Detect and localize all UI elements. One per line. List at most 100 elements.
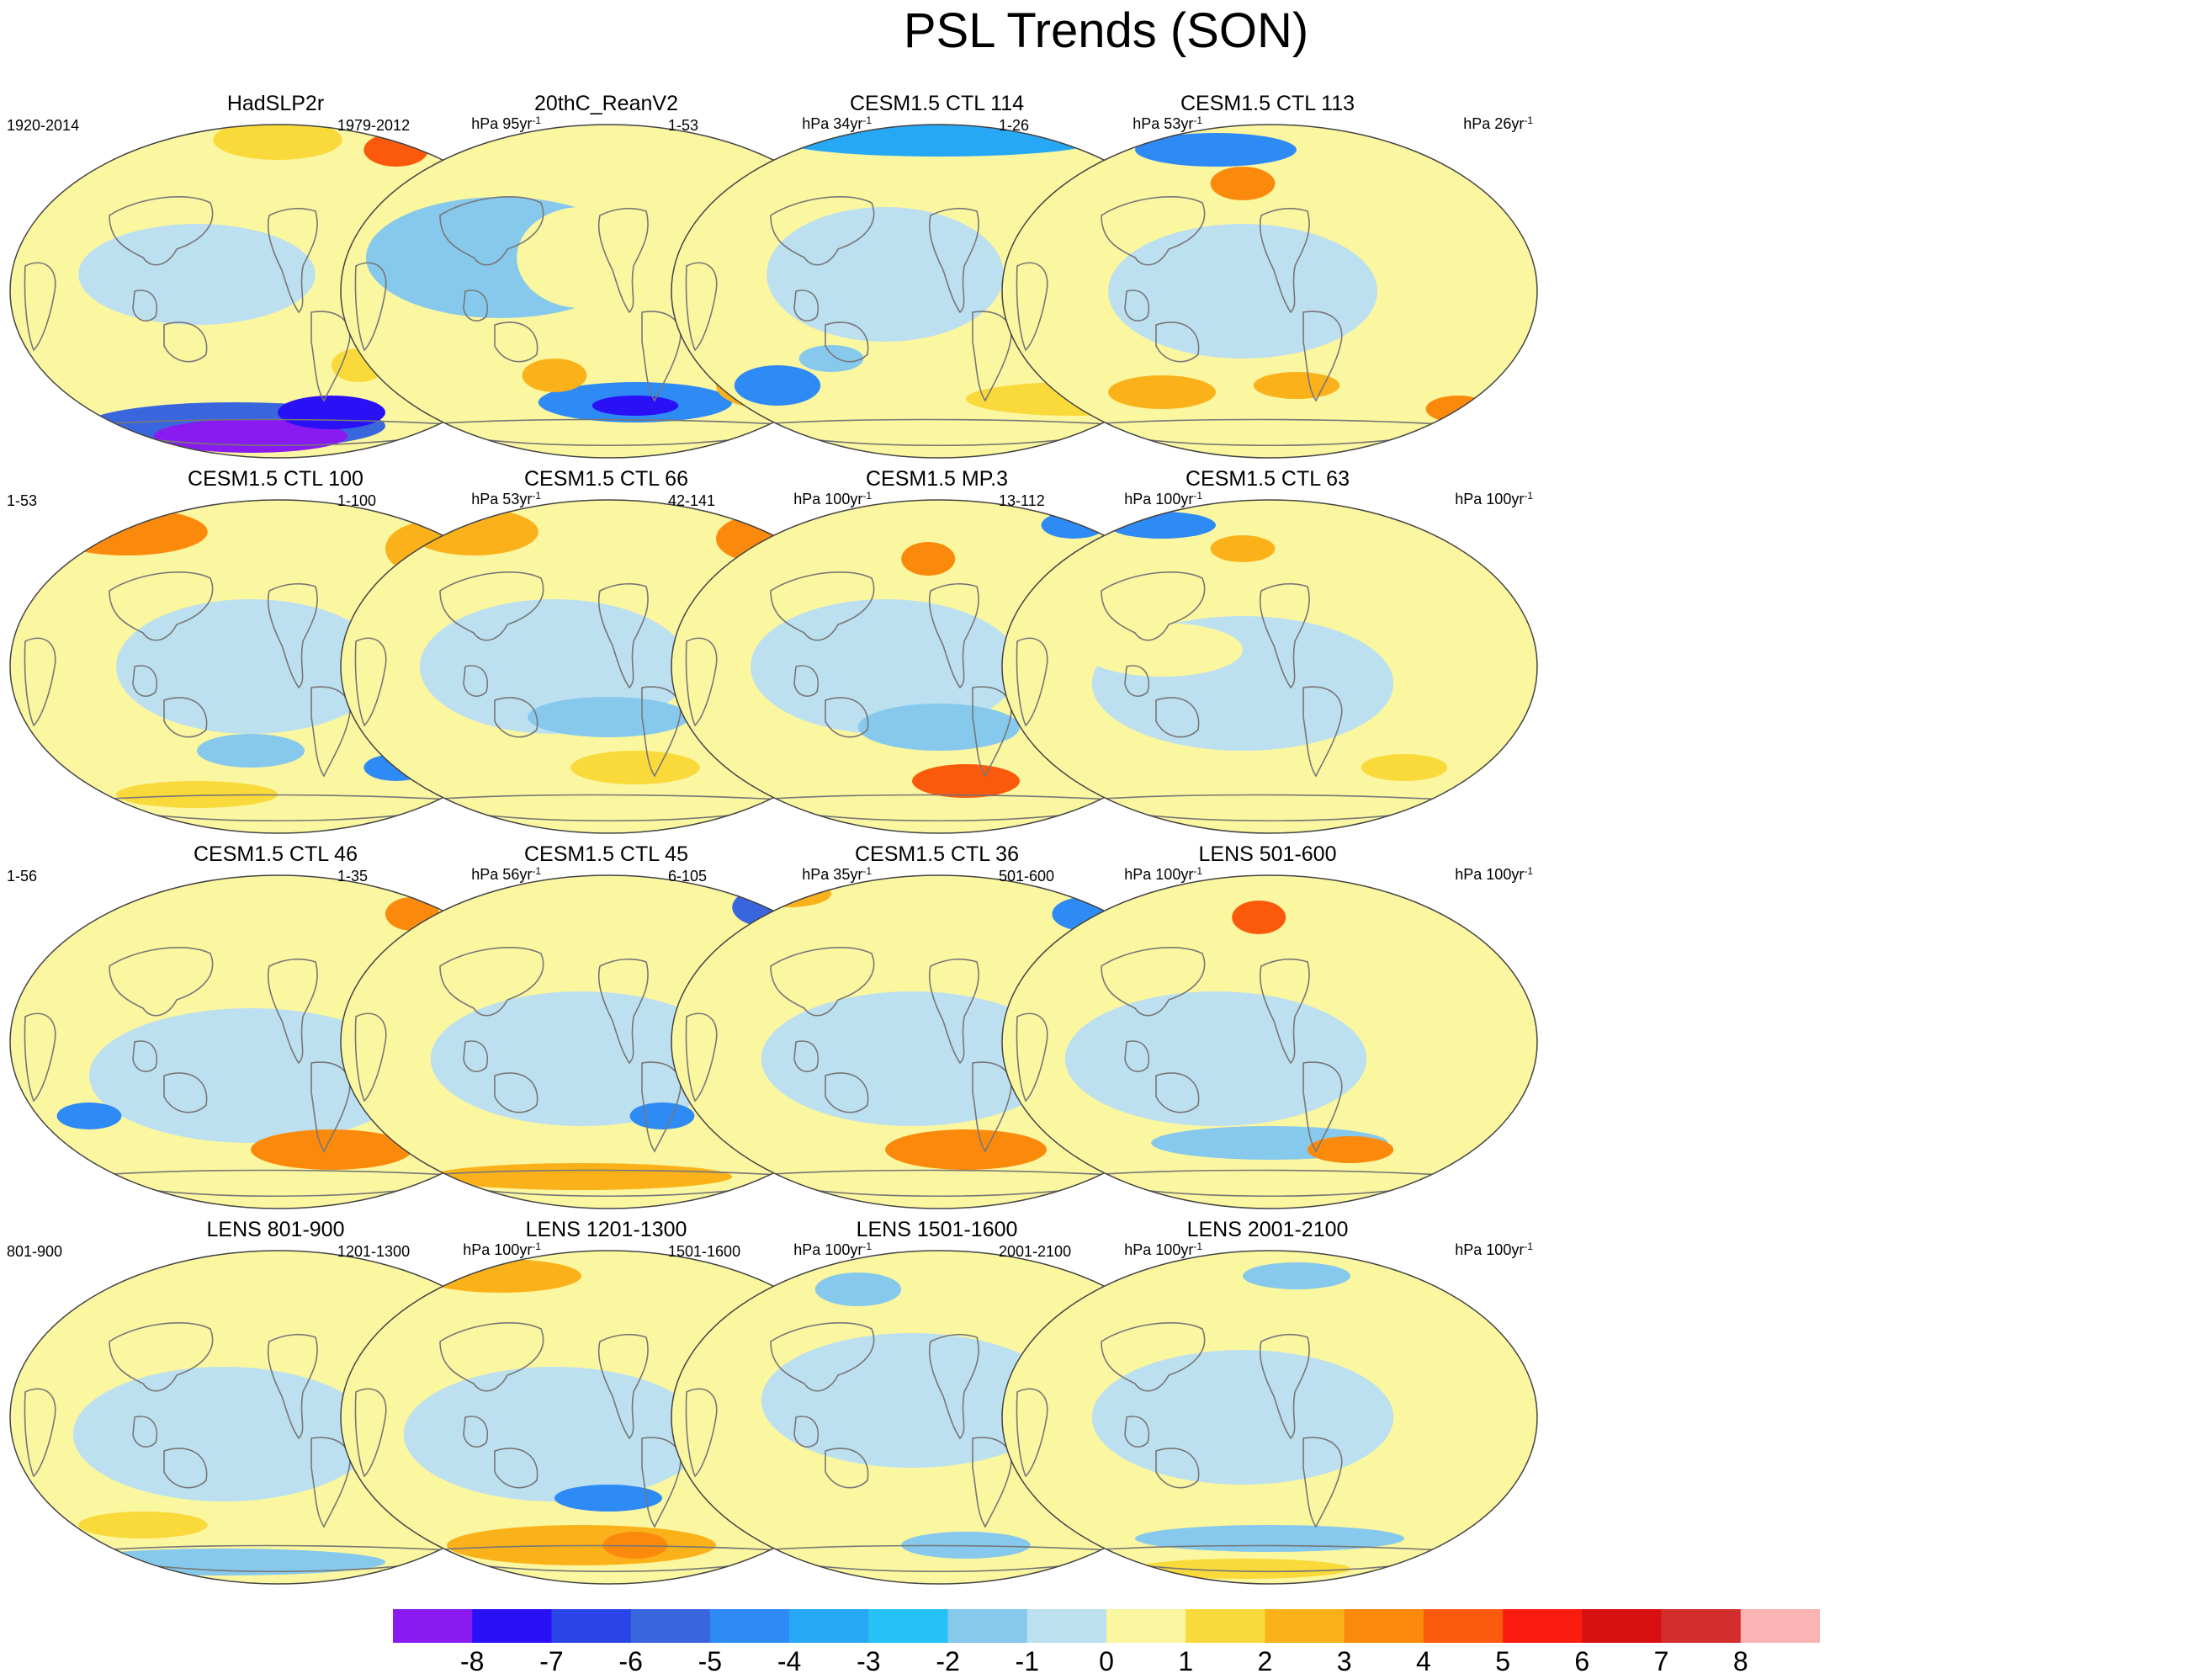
coastline [439,571,544,641]
colorbar-swatch [551,1609,632,1643]
units-text: hPa 35yr [802,866,863,883]
panel-title: LENS 2001-2100 [1186,1218,1349,1241]
units-text: hPa 100yr [793,1241,863,1258]
panel-units: hPa 100yr-1 [1124,490,1202,508]
anomaly-region [1135,133,1297,167]
units-exponent: -1 [1524,1241,1533,1252]
coastline [1155,321,1200,363]
anomaly-region [767,207,1004,342]
coastline [463,1416,488,1448]
coastline [1124,1416,1149,1448]
coastline [132,1040,157,1072]
units-exponent: -1 [1193,1241,1202,1252]
coastline [24,1012,56,1103]
colorbar-swatch [1344,1609,1424,1643]
coastline [928,1333,979,1440]
coastline [267,958,318,1065]
panel-units: hPa 100yr-1 [463,1241,541,1259]
anomaly-region [1210,535,1276,562]
anomaly-region [1108,512,1216,539]
coastline [597,1333,649,1440]
units-exponent: -1 [532,490,541,502]
coastline [825,321,869,363]
anomaly-region [798,345,864,372]
anomaly-region [761,991,1064,1126]
panel-period: 1201-1300 [337,1243,411,1260]
anomaly-region [554,1485,662,1512]
coastline [928,958,979,1065]
anomaly-region [1081,623,1243,677]
coastline [685,637,718,727]
coastline [132,665,157,697]
anomaly-region [430,1163,733,1190]
coastline [1016,262,1048,352]
coastline [163,697,208,738]
anomaly-region [885,1129,1047,1170]
colorbar-swatch [1661,1609,1742,1643]
panel-title: HadSLP2r [226,92,325,115]
coastline [310,311,351,402]
anomaly-region [912,764,1020,798]
coastline [1302,1061,1343,1153]
coastline [439,946,544,1017]
coastline [685,262,718,352]
coastline [641,311,682,402]
anomaly-region [570,751,700,784]
units-text: hPa 56yr [471,866,533,883]
coastline [310,1437,351,1528]
anomaly-region [858,704,1020,751]
trend-map [1001,124,1538,459]
colorbar-swatch [1582,1609,1663,1643]
coastline [163,321,208,363]
units-text: hPa 100yr [1124,491,1194,507]
coastline [770,1321,875,1392]
coastline [1259,958,1310,1065]
coastline [597,582,649,689]
units-exponent: -1 [1524,865,1533,877]
colorbar-label: 4 [1415,1646,1431,1676]
anomaly-region [78,1512,208,1538]
coastline [310,686,351,778]
anomaly-region [116,781,278,808]
coastline [972,311,1012,402]
coastline [439,195,544,266]
coastline [1101,1321,1206,1392]
coastline [24,637,56,727]
panel-title: CESM1.5 CTL 46 [194,842,358,866]
coastline [641,686,682,778]
coastline [641,1437,682,1528]
coastline [597,958,649,1065]
colorbar-labels: -8 -7 -6 -5 -4 -3 -2 -1 0 1 2 3 4 5 6 7 8 [393,1644,1820,1678]
anomaly-region [1108,375,1216,409]
panel-title: LENS 501-600 [1198,842,1337,866]
colorbar [393,1609,1820,1643]
map-border [1001,1250,1538,1585]
colorbar-swatch [1423,1609,1504,1643]
anomaly-region [1361,754,1448,781]
panel-period: 501-600 [999,868,1055,885]
panel-units: hPa 35yr-1 [802,865,872,884]
panel-title: CESM1.5 MP.3 [865,467,1009,491]
anomaly-region [409,508,538,555]
panel-period: 1979-2012 [337,117,411,134]
panel-units: hPa 26yr-1 [1463,114,1533,133]
anomaly-region [1135,1559,1350,1579]
panel-title: CESM1.5 CTL 66 [524,467,688,491]
coastline [1155,697,1200,738]
panel-period: 801-900 [7,1243,63,1260]
panel-period: 1-26 [999,117,1030,134]
colorbar-label: 8 [1732,1646,1748,1676]
panel-period: 6-105 [668,868,708,885]
units-text: hPa 53yr [1133,115,1194,132]
panel-units: hPa 100yr-1 [793,490,872,508]
panel-period: 2001-2100 [999,1243,1072,1260]
colorbar-label: -6 [618,1646,643,1676]
panel-title: CESM1.5 CTL 63 [1186,467,1350,491]
panel-units: hPa 100yr-1 [793,1241,872,1259]
coastline [793,1416,819,1448]
anomaly-region [1210,167,1276,200]
anomaly-region [72,1367,375,1501]
coastline [793,665,819,697]
colorbar-label: -3 [857,1646,881,1676]
panel-title: LENS 801-900 [206,1218,345,1241]
